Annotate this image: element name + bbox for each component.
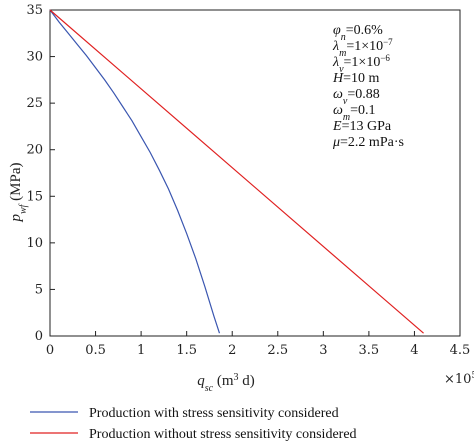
x-tick-label: 4 bbox=[410, 343, 418, 358]
x-tick-label: 3 bbox=[319, 343, 327, 358]
x-axis-label: qsc (m3 d) bbox=[197, 372, 255, 394]
x-tick-label: 1 bbox=[137, 343, 145, 358]
plot-frame bbox=[49, 9, 461, 337]
y-tick-label: 15 bbox=[26, 189, 43, 204]
legend: Production with stress sensitivity consi… bbox=[30, 406, 357, 442]
x-tick-label: 2 bbox=[228, 343, 236, 358]
y-tick-label: 35 bbox=[26, 3, 43, 18]
x-tick-label: 1.5 bbox=[176, 343, 197, 358]
y-axis-ticks: 0 5 10 15 20 25 30 35 bbox=[26, 3, 55, 344]
y-tick-label: 10 bbox=[26, 236, 43, 251]
parameter-label: ωm=0.1 bbox=[333, 103, 376, 123]
x-axis-multiplier: ×105 bbox=[444, 371, 474, 387]
parameter-label: ωv=0.88 bbox=[333, 87, 380, 107]
parameter-label: λm=1×10−7 bbox=[332, 37, 393, 59]
plot-area-border bbox=[49, 9, 461, 337]
y-tick-label: 5 bbox=[35, 282, 43, 297]
y-tick-label: 20 bbox=[26, 143, 43, 158]
y-tick-label: 25 bbox=[26, 96, 43, 111]
x-tick-label: 2.5 bbox=[267, 343, 288, 358]
x-tick-label: 3.5 bbox=[359, 343, 380, 358]
x-tick-label: 0.5 bbox=[85, 343, 106, 358]
parameter-label: φn=0.6% bbox=[333, 23, 383, 43]
parameter-label: μ=2.2 mPa·s bbox=[332, 135, 404, 150]
legend-entry-label: Production with stress sensitivity consi… bbox=[89, 406, 339, 421]
series-line-2 bbox=[49, 9, 424, 334]
y-axis-label: pwf (MPa) bbox=[8, 162, 29, 222]
parameter-annotations: φn=0.6%λm=1×10−7λv=1×10−6H=10 mωv=0.88ωm… bbox=[332, 23, 404, 150]
legend-entry-label: Production without stress sensitivity co… bbox=[89, 427, 357, 442]
series-lines bbox=[49, 9, 424, 334]
y-tick-label: 0 bbox=[35, 329, 43, 344]
y-tick-label: 30 bbox=[26, 50, 43, 65]
x-tick-label: 0 bbox=[46, 343, 54, 358]
x-axis-ticks: 0 0.5 1 1.5 2 2.5 3 3.5 4 4.5 bbox=[46, 331, 470, 358]
parameter-label: E=13 GPa bbox=[332, 119, 392, 134]
series-line-1 bbox=[49, 9, 221, 334]
parameter-label: λv=1×10−6 bbox=[332, 53, 390, 75]
x-tick-label: 4.5 bbox=[450, 343, 471, 358]
parameter-label: H=10 m bbox=[332, 71, 380, 86]
